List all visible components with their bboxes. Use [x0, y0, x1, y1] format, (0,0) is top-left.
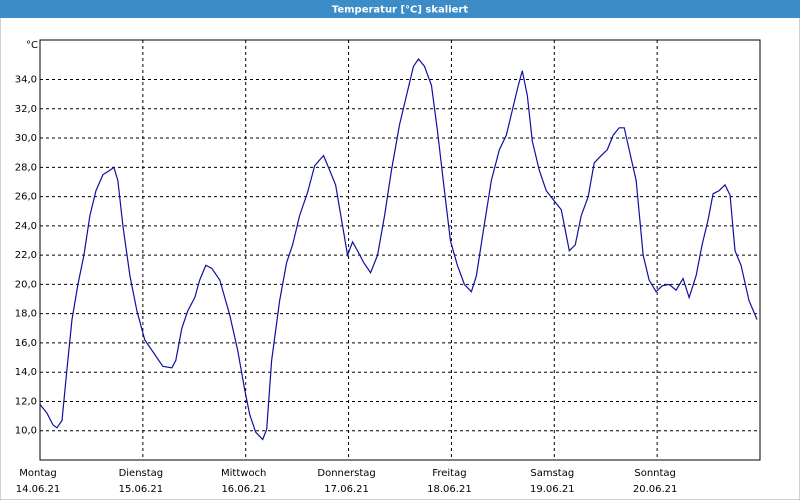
x-tick-date: 14.06.21 [16, 484, 61, 495]
x-tick-label: Samstag [530, 468, 574, 479]
x-tick-date: 17.06.21 [324, 484, 369, 495]
y-tick-label: 12,0 [15, 396, 37, 407]
y-tick-label: 26,0 [15, 192, 37, 203]
y-tick-label: 10,0 [15, 426, 37, 437]
x-tick-date: 16.06.21 [221, 484, 266, 495]
y-tick-label: 34,0 [15, 75, 37, 86]
y-axis-label: °C [26, 40, 38, 51]
x-tick-date: 15.06.21 [119, 484, 164, 495]
y-tick-label: 16,0 [15, 338, 37, 349]
y-tick-label: 30,0 [15, 133, 37, 144]
y-tick-label: 24,0 [15, 221, 37, 232]
x-tick-date: 18.06.21 [427, 484, 472, 495]
y-tick-label: 28,0 [15, 162, 37, 173]
x-tick-label: Dienstag [119, 468, 164, 479]
x-tick-date: 20.06.21 [633, 484, 678, 495]
y-tick-label: 18,0 [15, 309, 37, 320]
x-tick-label: Freitag [432, 468, 466, 479]
temperature-line [39, 58, 758, 441]
x-tick-label: Sonntag [634, 468, 676, 479]
chart-title: Temperatur [°C] skaliert [332, 5, 469, 16]
plot-border [39, 39, 761, 461]
y-tick-label: 14,0 [15, 367, 37, 378]
x-tick-label: Donnerstag [317, 468, 375, 479]
x-tick-label: Mittwoch [221, 468, 266, 479]
x-tick-label: Montag [19, 468, 56, 479]
title-bar [0, 0, 800, 18]
x-tick-date: 19.06.21 [530, 484, 575, 495]
y-tick-label: 20,0 [15, 279, 37, 290]
y-tick-label: 32,0 [15, 104, 37, 115]
y-tick-label: 22,0 [15, 250, 37, 261]
